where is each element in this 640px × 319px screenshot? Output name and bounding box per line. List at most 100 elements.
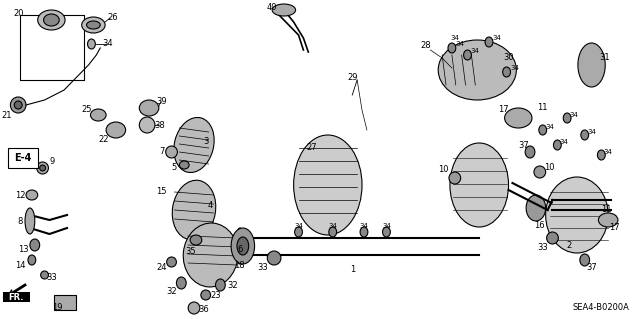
Text: 35: 35	[186, 248, 196, 256]
Bar	[3, 292, 30, 302]
Ellipse shape	[554, 140, 561, 150]
Ellipse shape	[237, 237, 249, 255]
Text: 9: 9	[50, 158, 55, 167]
Ellipse shape	[82, 17, 105, 33]
Text: 5: 5	[172, 164, 177, 173]
Ellipse shape	[216, 279, 225, 291]
Ellipse shape	[563, 113, 571, 123]
Ellipse shape	[25, 208, 35, 234]
Text: 10: 10	[438, 166, 449, 174]
Text: 16: 16	[534, 220, 545, 229]
Text: 34: 34	[455, 41, 464, 47]
Text: 10: 10	[544, 164, 555, 173]
Text: 34: 34	[570, 112, 579, 118]
Ellipse shape	[88, 39, 95, 49]
Ellipse shape	[329, 227, 337, 237]
Text: 11: 11	[538, 103, 548, 113]
Bar	[152, 130, 225, 190]
Ellipse shape	[438, 40, 516, 100]
Text: 39: 39	[156, 98, 167, 107]
Circle shape	[40, 165, 45, 171]
Circle shape	[10, 97, 26, 113]
Text: 13: 13	[18, 246, 28, 255]
Text: 36: 36	[198, 306, 209, 315]
Ellipse shape	[294, 227, 303, 237]
Circle shape	[41, 271, 49, 279]
Ellipse shape	[539, 125, 547, 135]
Text: 3: 3	[203, 137, 209, 146]
Text: FR.: FR.	[8, 293, 24, 301]
Ellipse shape	[383, 227, 390, 237]
Text: 32: 32	[228, 280, 238, 290]
Ellipse shape	[448, 43, 456, 53]
Text: 12: 12	[15, 190, 26, 199]
Text: 34: 34	[328, 223, 337, 229]
Ellipse shape	[38, 10, 65, 30]
Text: 23: 23	[210, 291, 221, 300]
Bar	[81, 98, 159, 158]
Ellipse shape	[526, 195, 546, 221]
Text: E-4: E-4	[14, 153, 32, 163]
Circle shape	[166, 146, 177, 158]
Ellipse shape	[581, 130, 589, 140]
Text: SEA4-B0200A: SEA4-B0200A	[572, 303, 629, 313]
Text: 34: 34	[587, 129, 596, 135]
Text: 34: 34	[360, 223, 369, 229]
Text: 33: 33	[257, 263, 268, 272]
Ellipse shape	[174, 117, 214, 173]
Ellipse shape	[140, 100, 159, 116]
Text: 34: 34	[510, 65, 519, 71]
Text: 4: 4	[208, 201, 213, 210]
Ellipse shape	[502, 67, 511, 77]
Text: 34: 34	[382, 223, 391, 229]
Text: 33: 33	[46, 273, 57, 283]
Text: 34: 34	[294, 223, 303, 229]
Ellipse shape	[90, 109, 106, 121]
Text: 24: 24	[157, 263, 167, 272]
Text: 37: 37	[518, 140, 529, 150]
Text: 1: 1	[349, 265, 355, 275]
Text: 2: 2	[566, 241, 572, 249]
Text: 31: 31	[599, 54, 609, 63]
Ellipse shape	[546, 177, 608, 253]
Ellipse shape	[272, 4, 296, 16]
Text: 27: 27	[306, 144, 317, 152]
Circle shape	[140, 117, 155, 133]
Text: 30: 30	[503, 54, 514, 63]
Ellipse shape	[183, 223, 238, 287]
Text: 19: 19	[52, 303, 63, 313]
Text: 11: 11	[601, 205, 611, 214]
Circle shape	[201, 290, 211, 300]
Ellipse shape	[26, 190, 38, 200]
Ellipse shape	[597, 150, 605, 160]
Circle shape	[534, 166, 546, 178]
Text: 28: 28	[420, 41, 431, 49]
Bar	[8, 148, 38, 168]
Ellipse shape	[231, 228, 255, 264]
Text: 18: 18	[234, 261, 244, 270]
Text: 33: 33	[538, 243, 548, 253]
Text: 6: 6	[237, 246, 243, 255]
Text: 22: 22	[98, 136, 108, 145]
Text: 34: 34	[103, 40, 113, 48]
Text: 7: 7	[159, 147, 164, 157]
Circle shape	[36, 162, 49, 174]
Text: 21: 21	[1, 110, 12, 120]
Text: 17: 17	[609, 224, 620, 233]
Text: 15: 15	[157, 188, 167, 197]
Bar	[81, 100, 154, 155]
Ellipse shape	[179, 161, 189, 169]
Text: 8: 8	[17, 218, 23, 226]
Ellipse shape	[578, 43, 605, 87]
Ellipse shape	[360, 227, 368, 237]
Text: 34: 34	[545, 124, 554, 130]
Text: 34: 34	[471, 48, 480, 54]
Text: 37: 37	[586, 263, 597, 272]
Bar	[54, 295, 76, 310]
Ellipse shape	[598, 213, 618, 227]
Ellipse shape	[190, 235, 202, 245]
Ellipse shape	[172, 180, 216, 240]
Bar	[152, 195, 225, 257]
Text: 20: 20	[13, 10, 24, 19]
Circle shape	[166, 257, 177, 267]
